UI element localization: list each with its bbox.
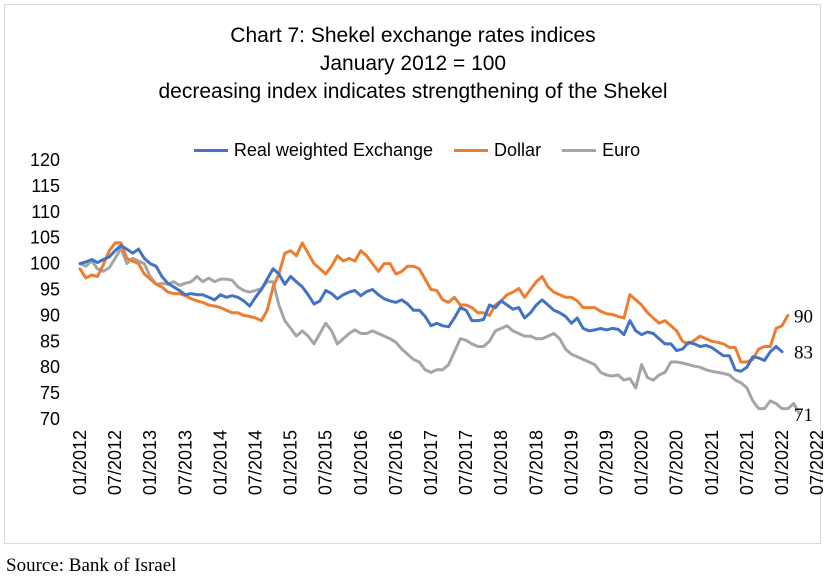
x-tick-label: 07/2018 — [526, 430, 546, 495]
x-tick-label: 07/2014 — [246, 430, 266, 495]
series-line-euro — [78, 246, 801, 416]
chart-title: Chart 7: Shekel exchange rates indices J… — [0, 22, 826, 106]
legend-label-real-weighted: Real weighted Exchange — [233, 140, 434, 160]
x-tick-label: 07/2017 — [456, 430, 476, 495]
x-tick-label: 01/2022 — [772, 430, 792, 495]
y-tick-label: 70 — [40, 409, 60, 429]
x-tick-label: 07/2020 — [667, 430, 687, 495]
x-tick-label: 07/2019 — [597, 430, 617, 495]
x-axis: 01/2012 07/2012 01/2013 07/2013 01/2014 07/20… — [70, 430, 827, 495]
y-tick-label: 105 — [30, 228, 60, 248]
end-label-euro: 71 — [794, 405, 813, 426]
x-tick-label: 01/2013 — [140, 430, 160, 495]
series-line-dollar — [78, 241, 790, 364]
y-axis: 120 115 110 105 100 95 90 85 80 75 70 — [30, 150, 60, 429]
x-tick-label: 07/2015 — [316, 430, 336, 495]
x-tick-label: 07/2022 — [807, 430, 827, 495]
end-label-real-weighted-exchange: 83 — [794, 343, 813, 364]
series-lines — [78, 241, 801, 416]
x-tick-label: 01/2016 — [351, 430, 371, 495]
x-tick-label: 01/2019 — [561, 430, 581, 495]
legend-swatch-euro — [562, 149, 597, 152]
end-labels: 83 90 71 — [794, 306, 813, 425]
x-tick-label: 01/2014 — [210, 430, 230, 495]
x-tick-label: 01/2021 — [702, 430, 722, 495]
x-tick-label: 01/2018 — [491, 430, 511, 495]
x-tick-label: 07/2013 — [175, 430, 195, 495]
legend-item-real-weighted: Real weighted Exchange — [193, 140, 434, 161]
y-tick-label: 80 — [40, 357, 60, 377]
legend-item-euro: Euro — [562, 140, 640, 161]
x-tick-label: 07/2021 — [737, 430, 757, 495]
legend-item-dollar: Dollar — [454, 140, 541, 161]
legend-label-dollar: Dollar — [494, 140, 542, 160]
chart-legend: Real weighted Exchange Dollar Euro — [0, 136, 834, 161]
x-tick-label: 01/2020 — [632, 430, 652, 495]
end-label-dollar: 90 — [794, 306, 813, 327]
y-tick-label: 110 — [31, 202, 60, 222]
chart-frame — [4, 4, 821, 544]
title-line-3: decreasing index indicates strengthening… — [158, 80, 668, 103]
x-tick-label: 07/2016 — [386, 430, 406, 495]
x-tick-label: 07/2012 — [105, 430, 125, 495]
legend-label-euro: Euro — [602, 140, 641, 160]
series-line-real-weighted-exchange — [78, 244, 784, 373]
y-tick-label: 75 — [40, 383, 60, 403]
y-tick-label: 95 — [40, 280, 60, 300]
legend-swatch-real-weighted — [193, 149, 228, 152]
title-line-2: January 2012 = 100 — [319, 52, 507, 75]
y-tick-label: 100 — [30, 254, 60, 274]
legend-swatch-dollar — [454, 149, 489, 152]
y-tick-label: 115 — [31, 176, 60, 196]
x-tick-label: 01/2017 — [421, 430, 441, 495]
x-tick-label: 01/2015 — [281, 430, 301, 495]
title-line-1: Chart 7: Shekel exchange rates indices — [230, 24, 596, 47]
source-note: Source: Bank of Israel — [6, 555, 177, 576]
x-tick-label: 01/2012 — [70, 430, 90, 495]
y-tick-label: 120 — [30, 150, 60, 170]
y-tick-label: 90 — [40, 305, 60, 325]
y-tick-label: 85 — [40, 331, 60, 351]
